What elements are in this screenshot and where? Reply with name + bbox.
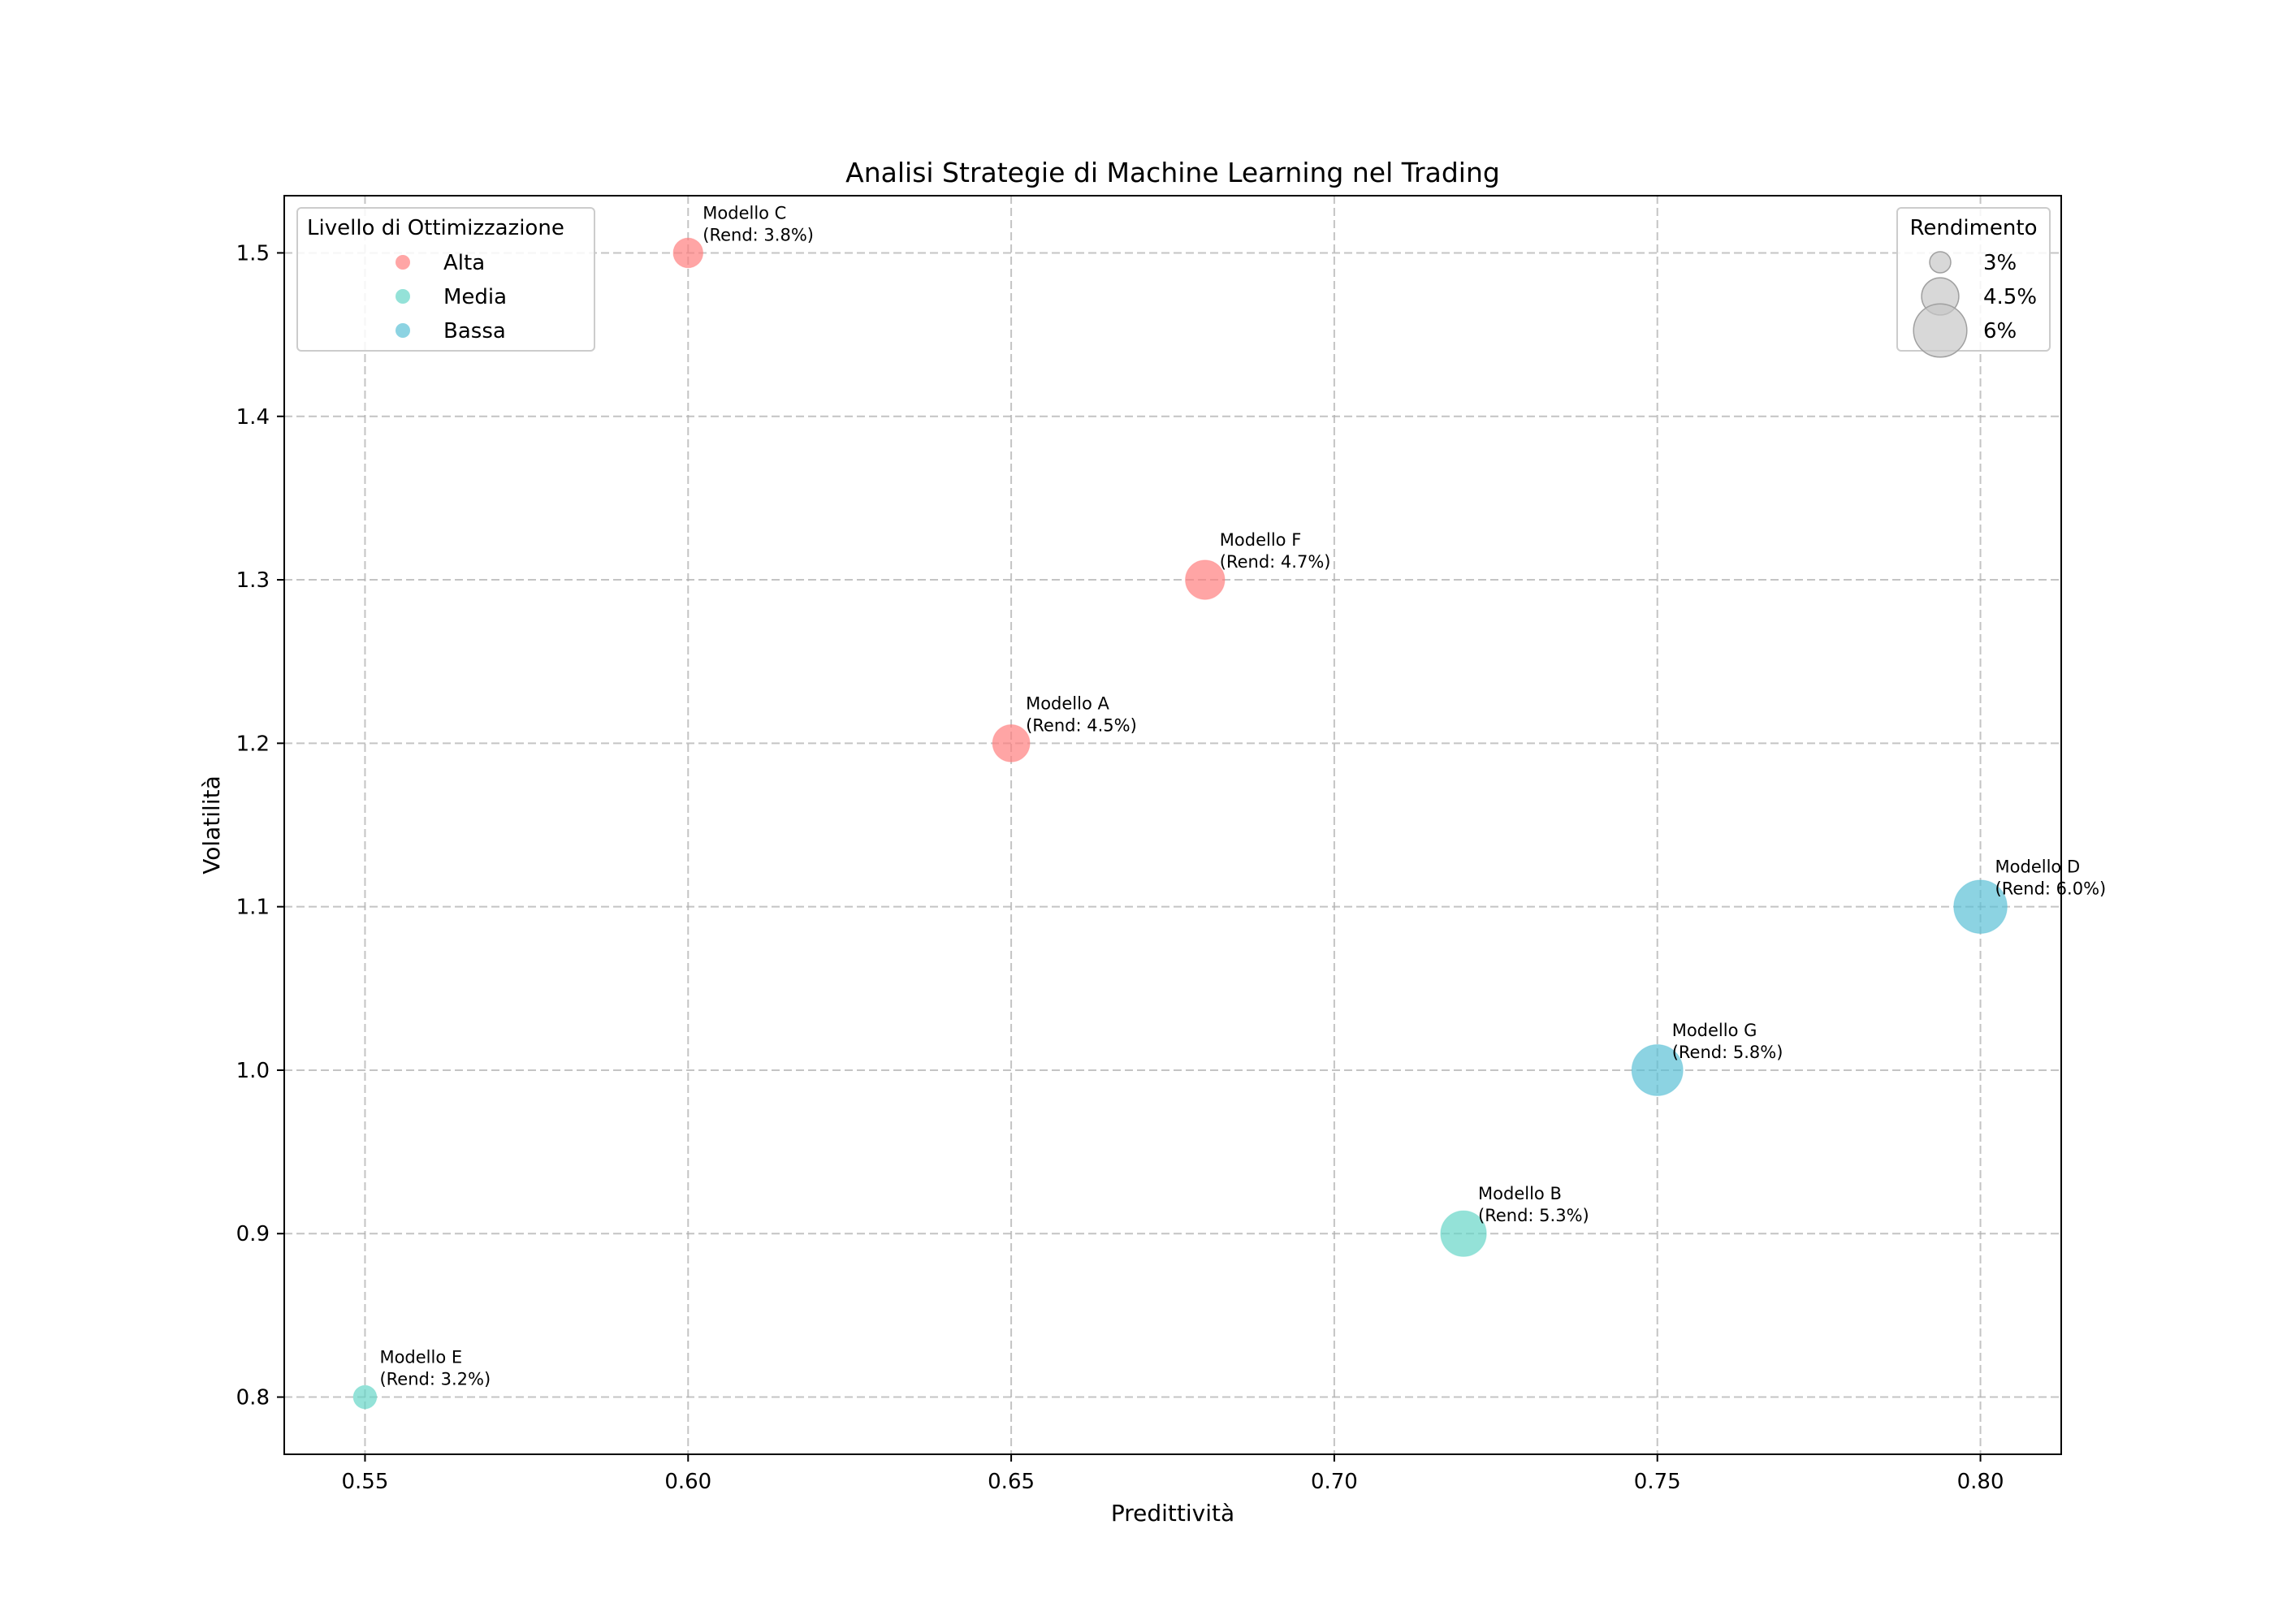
x-tick-label: 0.55 — [342, 1470, 389, 1494]
point-label-rendimento: (Rend: 4.5%) — [1026, 715, 1137, 735]
legend-marker — [396, 255, 410, 270]
point-annotations: Modello A(Rend: 4.5%) Modello B (Rend: 5.3… — [379, 203, 2106, 1389]
x-tick-label: 0.75 — [1634, 1470, 1681, 1494]
y-tick-label: 0.8 — [236, 1386, 270, 1410]
x-axis-label: Predittività — [1111, 1500, 1234, 1527]
size-legend-label: 6% — [1983, 319, 2017, 343]
point-label-name: Modello B — [1478, 1184, 1562, 1203]
point-label-name: Modello A — [1026, 693, 1109, 713]
data-point — [352, 1384, 378, 1410]
point-label-rendimento: (Rend: 3.2%) — [379, 1370, 491, 1389]
chart-title: Analisi Strategie di Machine Learning ne… — [845, 157, 1500, 188]
y-tick-label: 0.9 — [236, 1222, 270, 1246]
y-tick-label: 1.2 — [236, 732, 270, 756]
legend-marker — [396, 323, 410, 338]
point-label-name: Modello G — [1672, 1021, 1757, 1040]
point-label-name: Modello F — [1220, 530, 1302, 550]
y-tick-label: 1.5 — [236, 241, 270, 266]
color-legend: Livello di Ottimizzazione Alta Media Bassa — [296, 207, 595, 352]
data-point — [992, 723, 1031, 762]
size-legend-title: Rendimento — [1909, 216, 2037, 240]
x-tick-label: 0.60 — [664, 1470, 711, 1494]
point-label-name: Modello E — [379, 1348, 462, 1367]
legend-marker — [396, 289, 410, 304]
plot-frame — [283, 195, 2062, 1455]
data-point — [1185, 559, 1226, 600]
legend-label: Bassa — [443, 319, 506, 343]
data-points — [352, 237, 2008, 1410]
data-point — [1440, 1210, 1487, 1257]
x-tick-label: 0.65 — [988, 1470, 1035, 1494]
color-legend-items: Alta Media Bassa — [396, 251, 507, 343]
point-label-rendimento: (Rend: 4.7%) — [1220, 552, 1331, 572]
y-tick-label: 1.4 — [236, 405, 270, 430]
color-legend-box — [296, 207, 595, 352]
y-axis-label: Volatilità — [198, 775, 225, 875]
y-tick-label: 1.1 — [236, 896, 270, 920]
size-legend-items: 3% 4.5% 6% — [1913, 251, 2037, 358]
size-legend-marker — [1929, 251, 1952, 274]
legend-label: Media — [443, 285, 507, 309]
color-legend-title: Livello di Ottimizzazione — [307, 216, 564, 240]
y-tick-label: 1.0 — [236, 1059, 270, 1083]
size-legend-label: 3% — [1983, 251, 2017, 275]
point-label-rendimento: (Rend: 6.0%) — [1995, 879, 2107, 899]
y-tick-label: 1.3 — [236, 568, 270, 593]
size-legend-label: 4.5% — [1983, 285, 2037, 309]
point-label-name: Modello D — [1995, 857, 2081, 877]
x-tick-label: 0.80 — [1957, 1470, 2004, 1494]
point-label-rendimento: (Rend: 5.8%) — [1672, 1043, 1783, 1062]
data-point — [1953, 879, 2008, 934]
axis-ticks: 0.55 0.60 0.65 0.70 0.75 0.80 0.8 0.9 1.0 1.1 1.2 1… — [236, 241, 2004, 1494]
data-point — [1631, 1043, 1684, 1096]
legend-label: Alta — [443, 251, 485, 275]
point-label-rendimento: (Rend: 5.3%) — [1478, 1206, 1589, 1225]
point-label-name: Modello C — [703, 203, 786, 222]
x-tick-label: 0.70 — [1311, 1470, 1358, 1494]
size-legend: Rendimento 3% 4.5% 6% — [1896, 207, 2051, 358]
data-point — [672, 237, 704, 269]
point-label-rendimento: (Rend: 3.8%) — [703, 225, 814, 244]
size-legend-marker — [1913, 303, 1968, 358]
